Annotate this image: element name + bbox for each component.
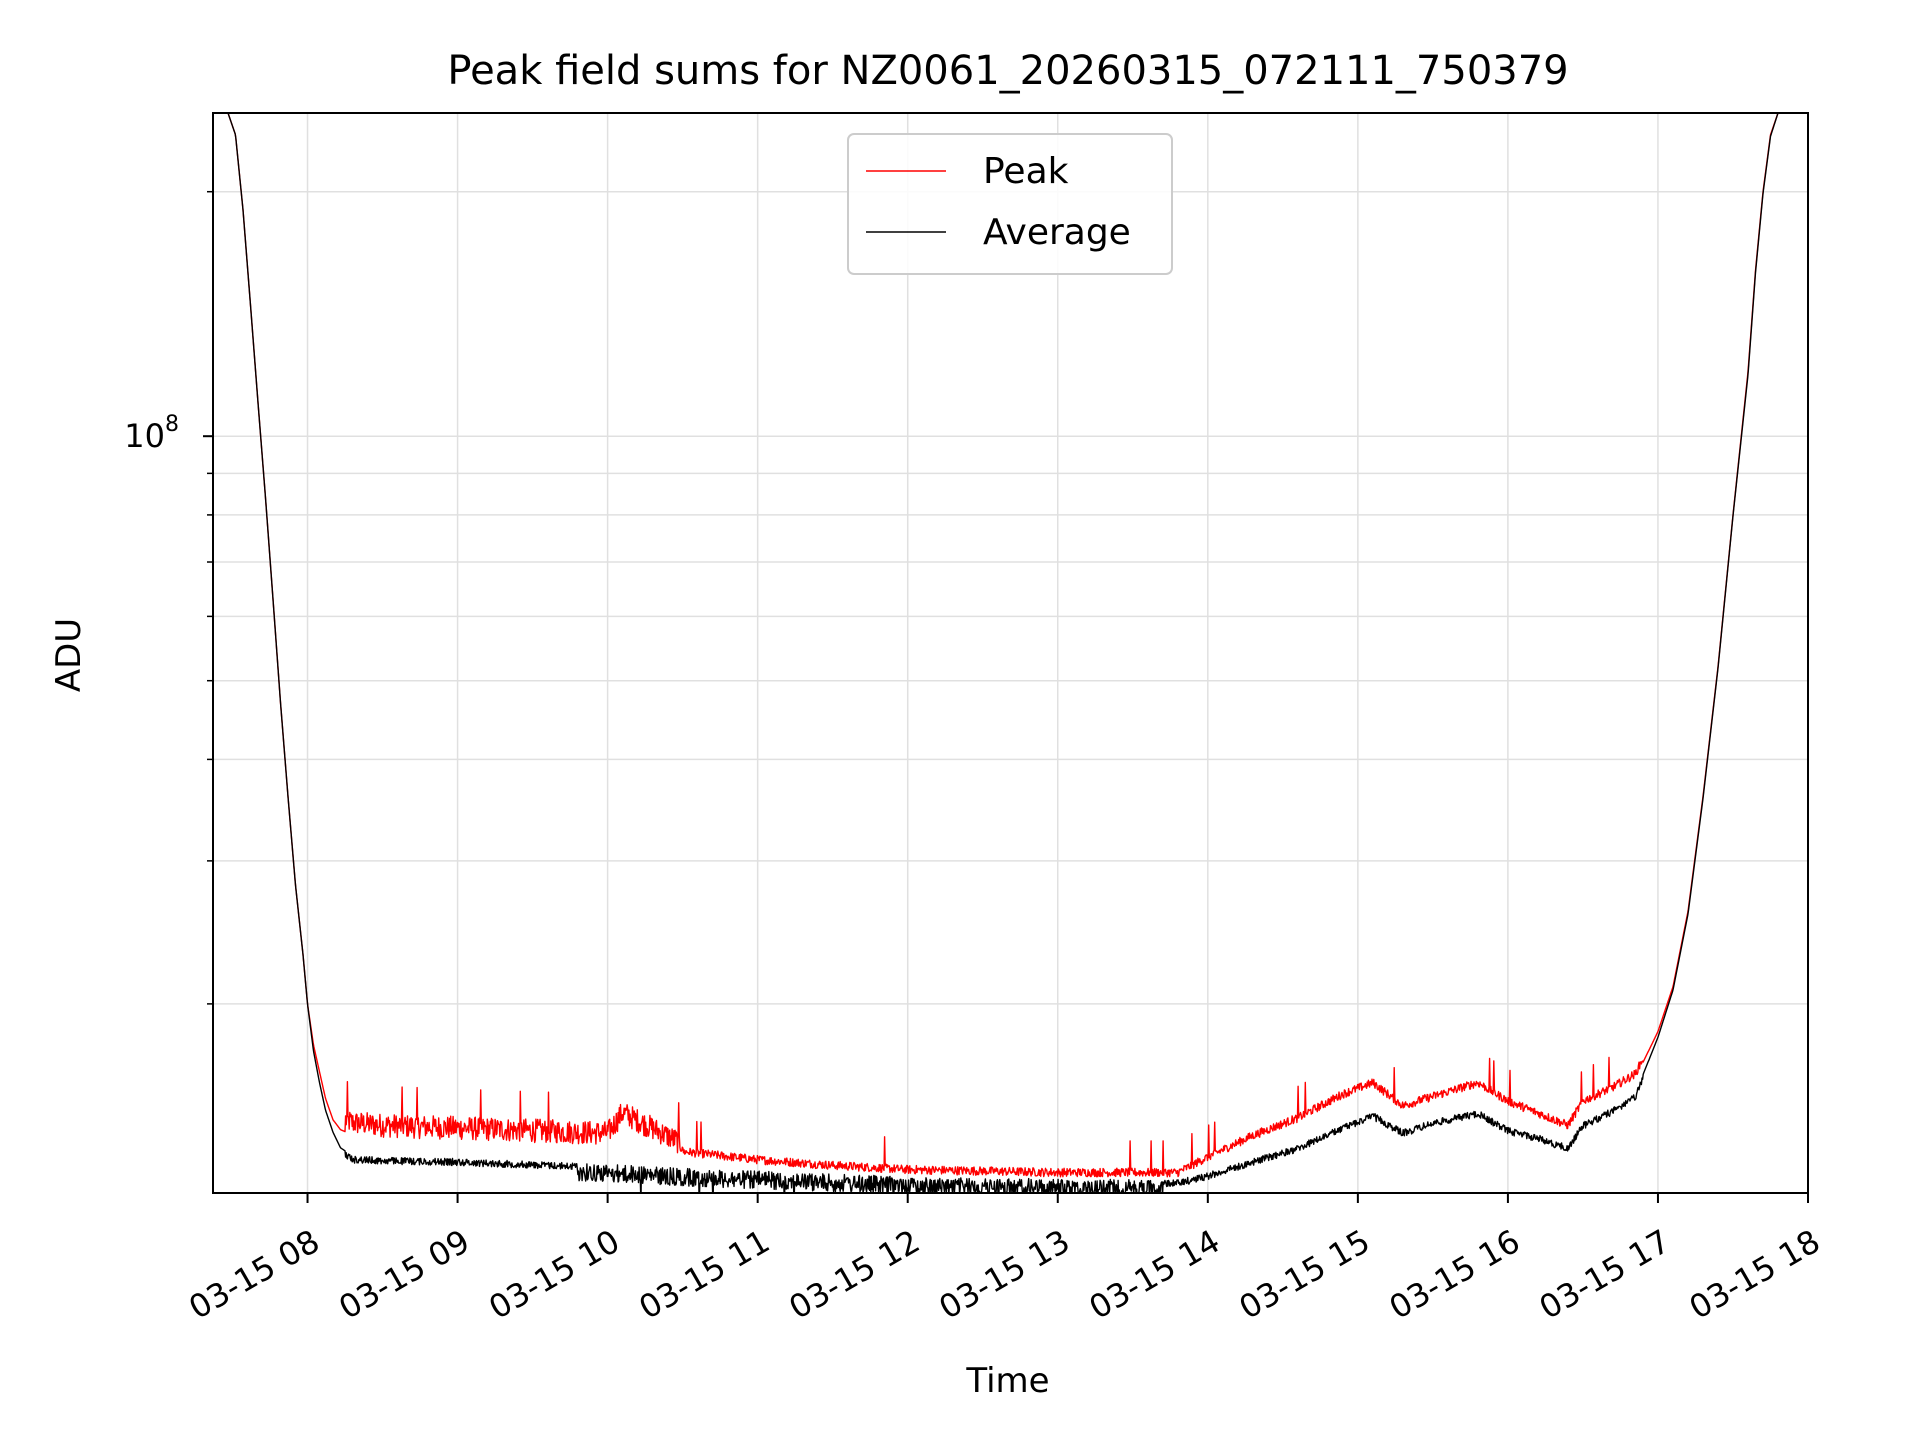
chart-title: Peak field sums for NZ0061_20260315_0721…	[447, 48, 1568, 94]
legend-box	[847, 133, 1173, 275]
y-tick-label-exponent: 8	[165, 412, 179, 437]
y-axis-label: ADU	[49, 618, 89, 692]
series-line-peak	[227, 113, 1779, 1178]
y-axis-ticks: 108	[124, 190, 213, 1005]
grid	[213, 113, 1808, 1193]
y-tick-label: 108	[124, 412, 179, 455]
x-axis-label: Time	[965, 1361, 1049, 1401]
series-layer	[227, 113, 1779, 1193]
legend: Peak Average	[847, 133, 1173, 275]
series-line-average	[227, 113, 1779, 1193]
plot-frame	[212, 112, 1809, 1194]
y-tick-label-base: 10	[124, 417, 165, 455]
legend-label-peak: Peak	[983, 151, 1069, 192]
legend-label-average: Average	[983, 212, 1131, 253]
